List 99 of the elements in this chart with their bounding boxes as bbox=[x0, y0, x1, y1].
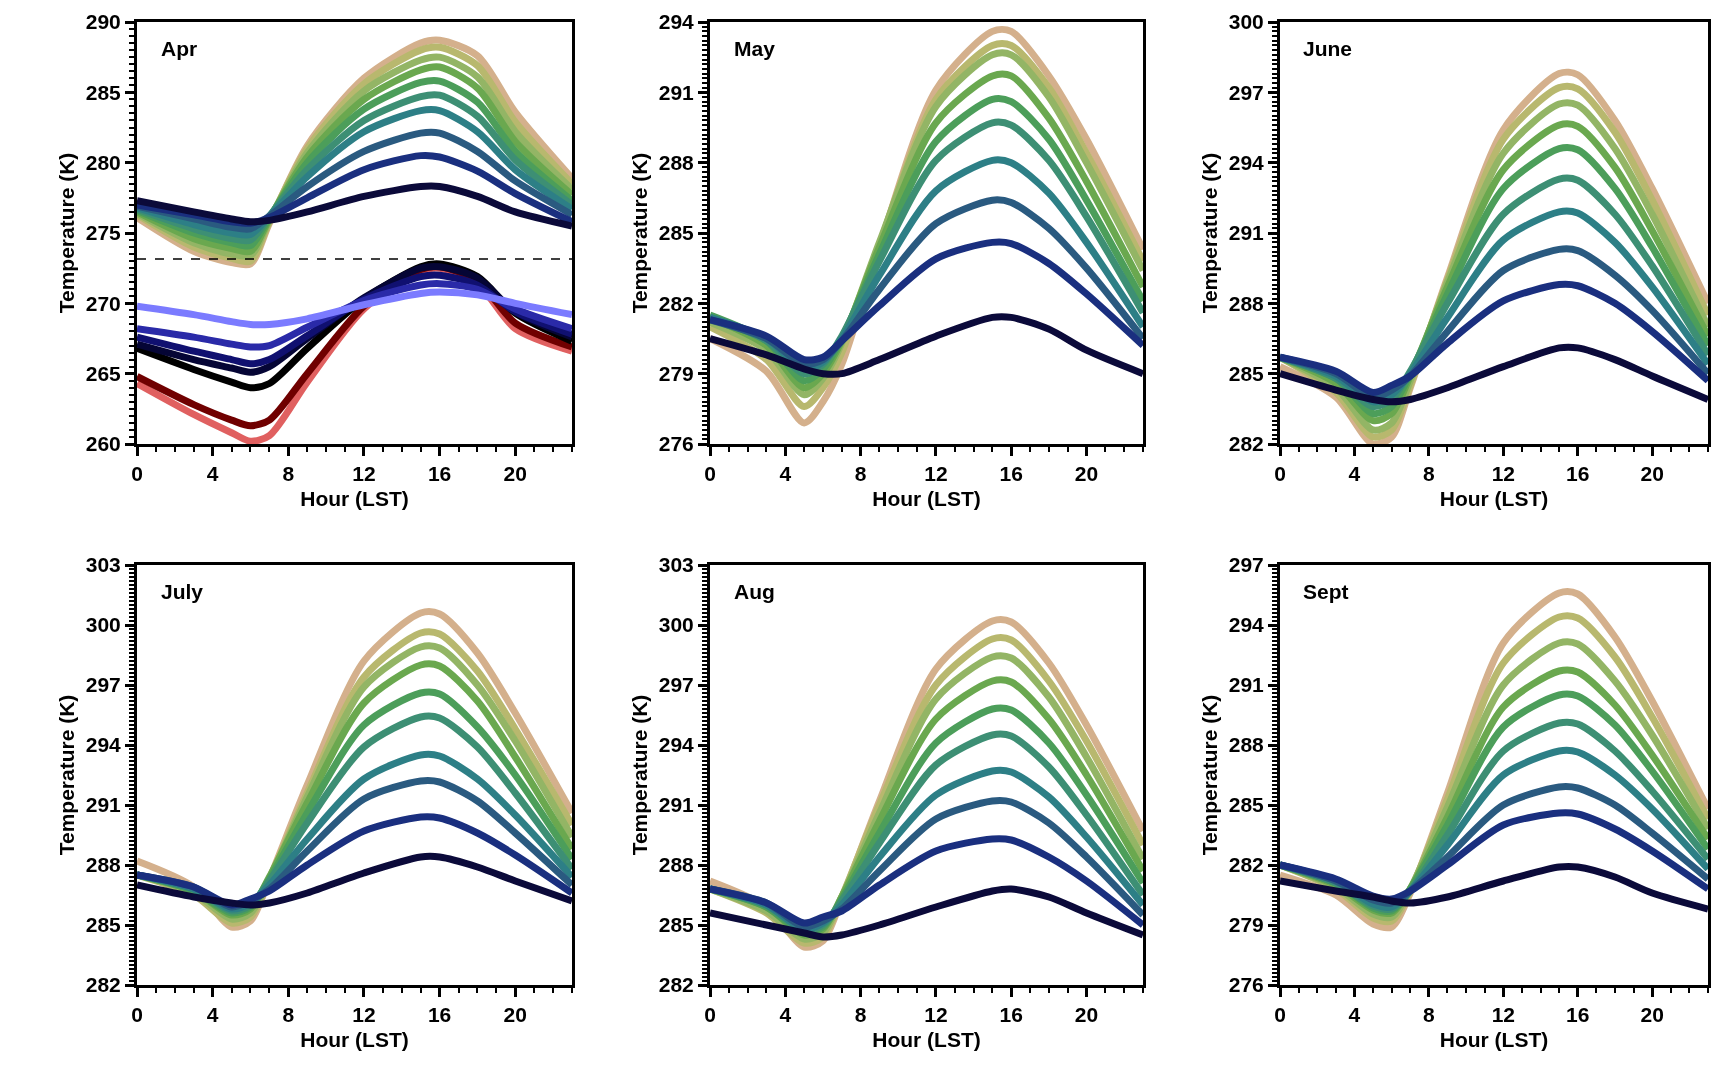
x-tick-label: 0 bbox=[1274, 1003, 1286, 1027]
y-tick-label: 265 bbox=[85, 362, 122, 386]
x-tick-label: 0 bbox=[131, 1003, 143, 1027]
y-tick-label: 282 bbox=[658, 291, 694, 315]
y-axis-title: Temperature (K) bbox=[627, 694, 651, 856]
y-tick-label: 288 bbox=[658, 151, 695, 175]
x-tick-label: 12 bbox=[1491, 1003, 1515, 1027]
y-tick-label: 300 bbox=[85, 613, 121, 637]
y-tick-label: 300 bbox=[1228, 10, 1264, 34]
x-tick-label: 12 bbox=[924, 462, 948, 486]
x-tick-label: 4 bbox=[1348, 1003, 1361, 1027]
text: May bbox=[734, 37, 776, 60]
y-tick-label: 288 bbox=[85, 853, 122, 877]
y-axis-title: Temperature (K) bbox=[54, 152, 78, 314]
y-tick-label: 294 bbox=[1228, 613, 1265, 637]
y-axis-title: Temperature (K) bbox=[54, 694, 78, 856]
y-tick-label: 276 bbox=[1228, 973, 1264, 997]
x-tick-label: 16 bbox=[427, 462, 452, 486]
x-tick-label: 20 bbox=[1640, 462, 1664, 486]
x-tick-label: 0 bbox=[704, 462, 716, 486]
y-tick-label: 303 bbox=[658, 553, 694, 577]
x-tick-label: 16 bbox=[999, 462, 1023, 486]
text: Aug bbox=[734, 580, 775, 603]
text: Sept bbox=[1303, 580, 1349, 603]
x-tick-label: 16 bbox=[1566, 462, 1590, 486]
y-tick-label: 291 bbox=[1228, 673, 1265, 697]
x-tick-label: 8 bbox=[1423, 462, 1436, 486]
x-tick-label: 4 bbox=[206, 1003, 219, 1027]
x-tick-label: 4 bbox=[779, 462, 792, 486]
x-axis-title: Hour (LST) bbox=[300, 1028, 409, 1052]
text: Apr bbox=[161, 37, 198, 60]
x-tick-label: 16 bbox=[999, 1003, 1023, 1027]
x-tick-label: 8 bbox=[854, 1003, 867, 1027]
y-tick-label: 285 bbox=[1228, 793, 1265, 817]
x-tick-label: 12 bbox=[352, 1003, 376, 1027]
x-tick-label: 0 bbox=[131, 462, 143, 486]
x-tick-label: 20 bbox=[1074, 462, 1099, 486]
x-tick-label: 16 bbox=[1566, 1003, 1590, 1027]
y-tick-label: 288 bbox=[658, 853, 695, 877]
x-tick-label: 16 bbox=[427, 1003, 452, 1027]
y-tick-label: 291 bbox=[85, 793, 122, 817]
x-tick-label: 20 bbox=[1074, 1003, 1099, 1027]
x-axis-title: Hour (LST) bbox=[872, 487, 981, 511]
y-tick-label: 288 bbox=[1228, 733, 1265, 757]
x-tick-label: 0 bbox=[1274, 462, 1286, 486]
x-tick-label: 12 bbox=[352, 462, 376, 486]
y-tick-label: 294 bbox=[1228, 151, 1265, 175]
x-tick-label: 4 bbox=[206, 462, 219, 486]
y-tick-label: 288 bbox=[1228, 291, 1265, 315]
y-tick-label: 291 bbox=[658, 793, 695, 817]
x-axis-title: Hour (LST) bbox=[300, 487, 409, 511]
y-tick-label: 297 bbox=[85, 673, 121, 697]
y-tick-label: 297 bbox=[1228, 553, 1264, 577]
y-tick-label: 285 bbox=[85, 80, 122, 104]
y-tick-label: 285 bbox=[1228, 362, 1265, 386]
x-tick-label: 20 bbox=[503, 1003, 527, 1027]
x-axis-title: Hour (LST) bbox=[1439, 1028, 1549, 1052]
y-tick-label: 282 bbox=[1228, 432, 1264, 456]
x-tick-label: 4 bbox=[1348, 462, 1361, 486]
y-tick-label: 280 bbox=[85, 151, 121, 175]
x-tick-label: 20 bbox=[1640, 1003, 1664, 1027]
y-tick-label: 300 bbox=[658, 613, 694, 637]
x-axis-title: Hour (LST) bbox=[872, 1028, 981, 1052]
x-tick-label: 20 bbox=[503, 462, 527, 486]
text: June bbox=[1303, 37, 1353, 60]
x-tick-label: 12 bbox=[1491, 462, 1515, 486]
x-tick-label: 8 bbox=[1423, 1003, 1436, 1027]
x-tick-label: 8 bbox=[282, 1003, 295, 1027]
y-tick-label: 275 bbox=[85, 221, 122, 245]
y-axis-title: Temperature (K) bbox=[627, 152, 651, 314]
x-tick-label: 12 bbox=[924, 1003, 948, 1027]
y-tick-label: 285 bbox=[658, 221, 695, 245]
y-tick-label: 260 bbox=[85, 432, 121, 456]
y-tick-label: 291 bbox=[1228, 221, 1265, 245]
y-tick-label: 294 bbox=[85, 733, 122, 757]
y-tick-label: 297 bbox=[1228, 80, 1264, 104]
y-tick-label: 291 bbox=[658, 80, 695, 104]
x-tick-label: 8 bbox=[282, 462, 295, 486]
x-tick-label: 0 bbox=[704, 1003, 716, 1027]
y-tick-label: 290 bbox=[85, 10, 121, 34]
y-axis-title: Temperature (K) bbox=[1197, 152, 1221, 314]
x-axis-title: Hour (LST) bbox=[1439, 487, 1549, 511]
y-tick-label: 282 bbox=[1228, 853, 1264, 877]
y-tick-label: 303 bbox=[85, 553, 121, 577]
y-tick-label: 270 bbox=[85, 291, 121, 315]
y-tick-label: 279 bbox=[1228, 913, 1264, 937]
y-tick-label: 279 bbox=[658, 362, 694, 386]
y-tick-label: 282 bbox=[658, 973, 694, 997]
y-axis-title: Temperature (K) bbox=[1197, 694, 1221, 856]
text: July bbox=[161, 580, 204, 603]
y-tick-label: 294 bbox=[658, 733, 695, 757]
y-tick-label: 285 bbox=[658, 913, 695, 937]
y-tick-label: 297 bbox=[658, 673, 694, 697]
x-tick-label: 8 bbox=[854, 462, 867, 486]
y-tick-label: 285 bbox=[85, 913, 122, 937]
x-tick-label: 4 bbox=[779, 1003, 792, 1027]
y-tick-label: 282 bbox=[85, 973, 121, 997]
y-tick-label: 276 bbox=[658, 432, 694, 456]
y-tick-label: 294 bbox=[658, 10, 695, 34]
